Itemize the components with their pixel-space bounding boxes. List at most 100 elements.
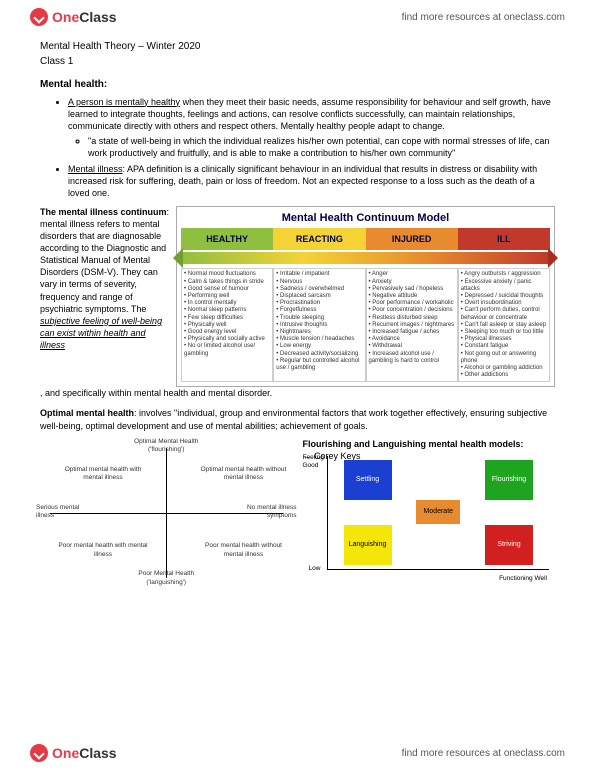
continuum-item: • Avoidance: [369, 336, 455, 343]
continuum-item: • In control mentally: [184, 300, 270, 307]
continuum-item: • Sadness / overwhelmed: [276, 286, 362, 293]
continuum-item: • Nightmares: [276, 329, 362, 336]
continuum-item: • Displaced sarcasm: [276, 293, 362, 300]
continuum-item: • Not going out or answering phone: [461, 351, 547, 365]
continuum-table: • Normal mood fluctuations• Calm & takes…: [181, 268, 550, 382]
continuum-item: • Trouble sleeping: [276, 315, 362, 322]
bullet-illness: Mental illness: APA definition is a clin…: [68, 163, 555, 199]
continuum-seg-injured: INJURED: [366, 228, 458, 250]
keyes-model: Flourishing and Languishing mental healt…: [303, 438, 556, 588]
bullet-healthy-sub: "a state of well-being in which the indi…: [68, 135, 555, 159]
box-flourishing: Flourishing: [485, 460, 533, 500]
continuum-item: • Depressed / suicidal thoughts: [461, 293, 547, 300]
continuum-item: • Intrusive thoughts: [276, 322, 362, 329]
optimal-para: Optimal mental health: involves "individ…: [40, 407, 555, 431]
continuum-arrow: [181, 252, 550, 264]
page-content: Mental Health Theory – Winter 2020 Class…: [0, 0, 595, 628]
continuum-lead: The mental illness continuum: [40, 207, 167, 217]
continuum-item: • Increased fatigue / aches: [369, 329, 455, 336]
ql-q4: Poor mental health without mental illnes…: [199, 542, 289, 560]
continuum-item: • Good sense of humour: [184, 286, 270, 293]
box-settling: Settling: [344, 460, 392, 500]
footer-logo-class: Class: [79, 745, 116, 761]
continuum-item: • Recurrent images / nightmares: [369, 322, 455, 329]
continuum-item: • Regular but controlled alcohol use / g…: [276, 358, 362, 372]
logo-icon: [30, 8, 48, 26]
continuum-column: • Normal mood fluctuations• Calm & takes…: [181, 268, 273, 382]
box-striving: Striving: [485, 525, 533, 565]
ql-left: Serious mental illness: [36, 504, 96, 522]
keyes-ybottom: Low: [309, 565, 321, 574]
continuum-item: • Anxiety: [369, 279, 455, 286]
footer-find-link[interactable]: find more resources at oneclass.com: [402, 748, 565, 759]
continuum-item: • Decreased activity/socializing: [276, 351, 362, 358]
continuum-item: • Few sleep difficulties: [184, 315, 270, 322]
header-bar: OneClass find more resources at oneclass…: [0, 0, 595, 34]
continuum-item: • Pervasively sad / hopeless: [369, 286, 455, 293]
continuum-italic: subjective feeling of well-being can exi…: [40, 316, 162, 350]
continuum-item: • Performing well: [184, 293, 270, 300]
footer-logo-one: One: [52, 745, 79, 761]
continuum-item: • Physically well: [184, 322, 270, 329]
footer-bar: OneClass find more resources at oneclass…: [0, 736, 595, 770]
continuum-item: • Normal mood fluctuations: [184, 271, 270, 278]
continuum-item: • Procrastination: [276, 300, 362, 307]
continuum-para2: , and specifically within mental health …: [40, 387, 555, 399]
continuum-seg-reacting: REACTING: [273, 228, 365, 250]
continuum-item: • Can't fall asleep or stay asleep: [461, 322, 547, 329]
find-resources-link[interactable]: find more resources at oneclass.com: [402, 12, 565, 23]
continuum-item: • Other addictions: [461, 372, 547, 379]
box-moderate: Moderate: [416, 500, 460, 524]
continuum-item: • Constant fatigue: [461, 343, 547, 350]
continuum-item: • Physically and socially active: [184, 336, 270, 343]
continuum-item: • Nervous: [276, 279, 362, 286]
continuum-item: • Irritable / impatient: [276, 271, 362, 278]
bullet-healthy: A person is mentally healthy when they m…: [68, 96, 555, 160]
continuum-seg-healthy: HEALTHY: [181, 228, 273, 250]
continuum-seg-ill: ILL: [458, 228, 550, 250]
bullet-illness-lead: Mental illness: [68, 164, 123, 174]
continuum-item: • Negative attitude: [369, 293, 455, 300]
continuum-bar: HEALTHYREACTINGINJUREDILL: [181, 228, 550, 250]
logo-text-class: Class: [79, 9, 116, 25]
continuum-item: • Withdrawal: [369, 343, 455, 350]
continuum-item: • Increased alcohol use / gambling is ha…: [369, 351, 455, 365]
continuum-item: • Restless disturbed sleep: [369, 315, 455, 322]
continuum-item: • Normal sleep patterns: [184, 307, 270, 314]
models-row: Optimal Mental Health ('flourishing') Po…: [40, 438, 555, 588]
continuum-item: • Good energy level: [184, 329, 270, 336]
continuum-title: Mental Health Continuum Model: [181, 211, 550, 226]
continuum-item: • Calm & takes things in stride: [184, 279, 270, 286]
continuum-item: • No or limited alcohol use/ gambling: [184, 343, 270, 357]
bullet-illness-rest: : APA definition is a clinically signifi…: [68, 164, 537, 198]
continuum-column: • Irritable / impatient• Nervous• Sadnes…: [273, 268, 365, 382]
continuum-item: • Angry outbursts / aggression: [461, 271, 547, 278]
footer-logo: OneClass: [30, 744, 117, 762]
continuum-column: • Angry outbursts / aggression• Excessiv…: [458, 268, 550, 382]
definition-list: A person is mentally healthy when they m…: [40, 96, 555, 200]
continuum-item: • Poor performance / workaholic: [369, 300, 455, 307]
keyes-grid: Settling Flourishing Languishing Strivin…: [327, 456, 550, 570]
ql-bottom: Poor Mental Health ('languishing'): [121, 570, 211, 588]
two-continua-model: Optimal Mental Health ('flourishing') Po…: [40, 438, 293, 588]
logo-text-one: One: [52, 9, 79, 25]
continuum-text: The mental illness continuum: mental ill…: [40, 206, 170, 388]
ql-q2: Optimal mental health without mental ill…: [199, 466, 289, 484]
continuum-item: • Overt insubordination: [461, 300, 547, 307]
keyes-xright: Functioning Well: [499, 575, 547, 584]
continuum-item: • Excessive anxiety / panic attacks: [461, 279, 547, 293]
continuum-model: Mental Health Continuum Model HEALTHYREA…: [176, 206, 555, 388]
continuum-item: • Anger: [369, 271, 455, 278]
optimal-lead: Optimal mental health: [40, 408, 134, 418]
box-languishing: Languishing: [344, 525, 392, 565]
continuum-column: • Anger• Anxiety• Pervasively sad / hope…: [366, 268, 458, 382]
continuum-item: • Alcohol or gambling addiction: [461, 365, 547, 372]
continuum-item: • Can't perform duties, control behaviou…: [461, 307, 547, 321]
continuum-para1: : mental illness refers to mental disord…: [40, 207, 169, 314]
models-header: Flourishing and Languishing mental healt…: [303, 438, 556, 450]
doc-class: Class 1: [40, 55, 555, 69]
continuum-item: • Muscle tension / headaches: [276, 336, 362, 343]
ql-right: No mental illness symptoms: [227, 504, 297, 522]
continuum-item: • Forgetfulness: [276, 307, 362, 314]
ql-q3: Poor mental health with mental illness: [58, 542, 148, 560]
